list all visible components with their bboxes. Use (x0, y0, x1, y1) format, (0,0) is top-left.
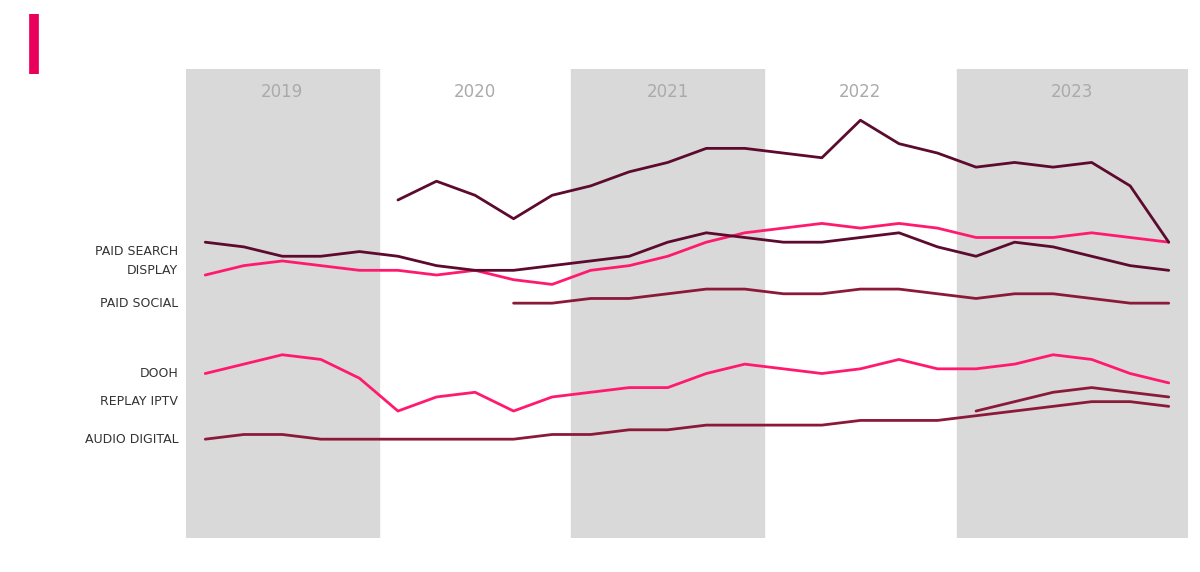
Text: 2019: 2019 (262, 83, 304, 101)
Text: DISPLAY: DISPLAY (127, 264, 179, 277)
Bar (571, 69, 764, 538)
Text: DOOH: DOOH (139, 367, 179, 380)
Text: 2022: 2022 (839, 83, 882, 101)
Text: AUDIO DIGITAL: AUDIO DIGITAL (85, 432, 179, 446)
Text: PAID SEARCH: PAID SEARCH (95, 245, 179, 258)
Text: 2020: 2020 (454, 83, 496, 101)
Text: REPLAY IPTV: REPLAY IPTV (101, 395, 179, 408)
Text: PAID SOCIAL: PAID SOCIAL (100, 297, 179, 309)
Bar (186, 69, 379, 538)
Text: 2023: 2023 (1051, 83, 1093, 101)
Bar (956, 69, 1188, 538)
Text: 2021: 2021 (647, 83, 689, 101)
